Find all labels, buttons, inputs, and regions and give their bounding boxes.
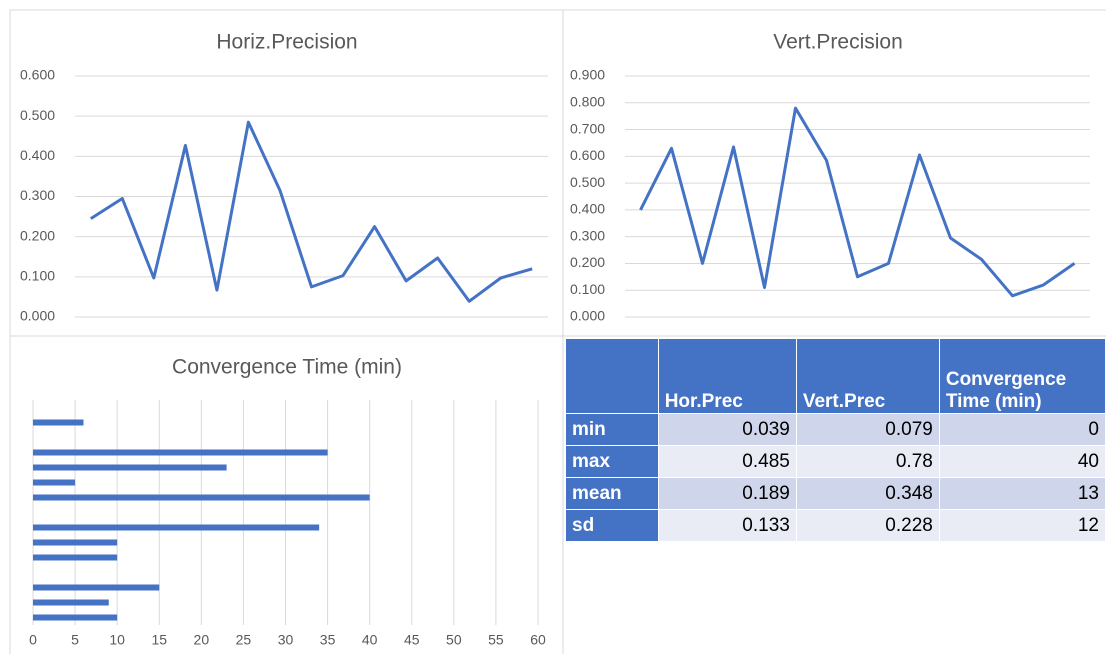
stats-table: Hor.Prec Vert.Prec Convergence Time (min) m… [565,338,1106,542]
column-header: Vert.Prec [795,338,940,414]
line-series [639,106,1076,298]
header-row: Hor.Prec Vert.Prec Convergence Time (min) [565,338,1106,414]
value-cell: 0.079 [795,413,940,446]
y-tick-label: 0.300 [570,227,605,243]
y-tick-label: 0.100 [570,281,605,297]
x-tick-label: 15 [151,632,167,648]
x-tick-label: 35 [320,632,336,648]
bar [33,449,328,456]
x-tick-label: 60 [530,632,546,648]
table-row: max 0.485 0.78 40 [565,445,1106,478]
y-tick-label: 0.500 [20,107,55,123]
column-header: Convergence Time (min) [938,338,1106,414]
value-cell: 0 [938,413,1106,446]
y-tick-label: 0.800 [570,93,605,109]
y-tick-label: 0.200 [570,254,605,270]
table-row: sd 0.133 0.228 12 [565,509,1106,542]
y-tick-label: 0.600 [570,147,605,163]
x-tick-label: 40 [362,632,378,648]
y-tick-label: 0.300 [20,187,55,203]
y-tick-label: 0.700 [570,120,605,136]
value-cell: 0.189 [657,477,797,510]
value-cell: 0.228 [795,509,940,542]
x-tick-label: 55 [488,632,504,648]
bar [33,419,84,426]
value-cell: 12 [938,509,1106,542]
x-tick-label: 25 [236,632,252,648]
value-cell: 0.039 [657,413,797,446]
panel [9,9,564,337]
panel [9,335,564,654]
y-tick-label: 0.000 [20,308,55,324]
x-tick-label: 10 [109,632,125,648]
table-row: mean 0.189 0.348 13 [565,477,1106,510]
value-cell: 0.133 [657,509,797,542]
value-cell: 0.78 [795,445,940,478]
row-label: sd [565,509,659,542]
value-cell: 13 [938,477,1106,510]
column-header: Hor.Prec [657,338,797,414]
x-tick-label: 50 [446,632,462,648]
chart-title: Horiz.Precision [216,31,357,54]
bar [33,614,118,621]
x-tick-label: 45 [404,632,420,648]
value-cell: 0.485 [657,445,797,478]
chart-title: Convergence Time (min) [172,356,402,379]
corner-cell [565,338,659,414]
bar [33,464,227,471]
bar [33,554,118,561]
bar [33,539,118,546]
bar [33,524,320,531]
x-tick-label: 20 [194,632,210,648]
y-tick-label: 0.400 [570,201,605,217]
x-tick-label: 0 [29,632,37,648]
y-tick-label: 0.100 [20,268,55,284]
x-tick-label: 5 [71,632,79,648]
bar [33,494,370,501]
chart-title: Vert.Precision [773,31,903,54]
value-cell: 0.348 [795,477,940,510]
row-label: min [565,413,659,446]
y-tick-label: 0.400 [20,147,55,163]
y-tick-label: 0.000 [570,308,605,324]
panel [562,9,1106,337]
y-tick-label: 0.600 [20,67,55,83]
row-label: max [565,445,659,478]
y-tick-label: 0.500 [570,174,605,190]
y-tick-label: 0.200 [20,227,55,243]
table-row: min 0.039 0.079 0 [565,413,1106,446]
y-tick-label: 0.900 [570,67,605,83]
row-label: mean [565,477,659,510]
bar [33,479,76,486]
bar [33,599,109,606]
line-series [89,120,533,303]
bar [33,584,160,591]
x-tick-label: 30 [278,632,294,648]
value-cell: 40 [938,445,1106,478]
